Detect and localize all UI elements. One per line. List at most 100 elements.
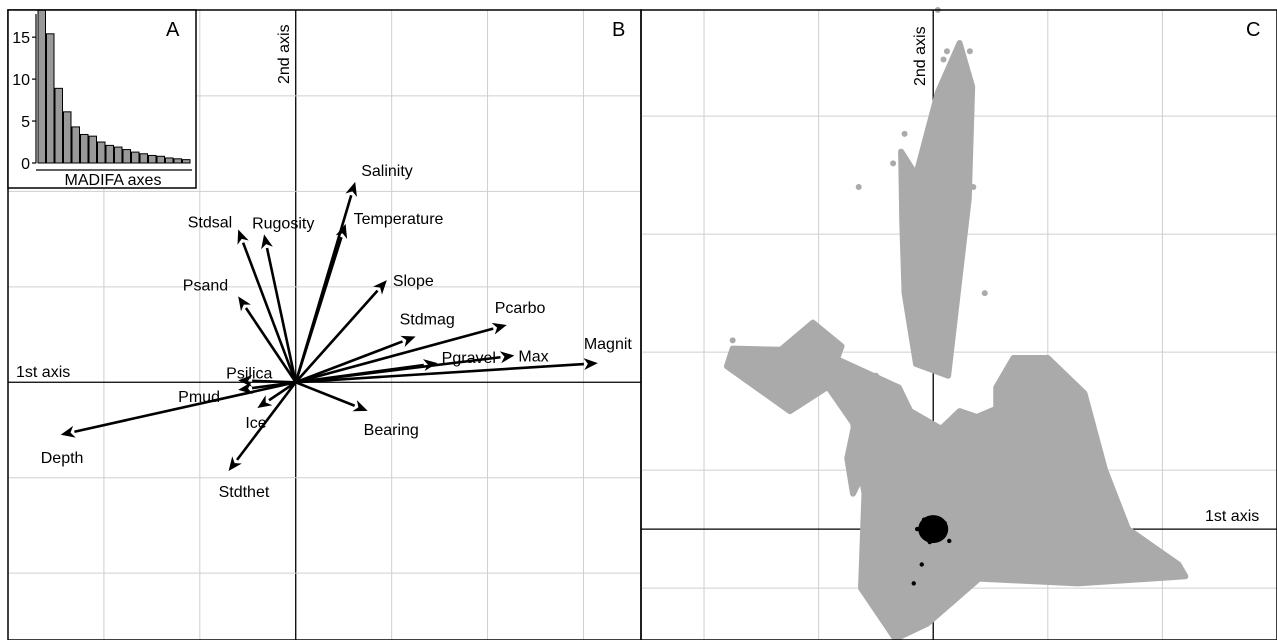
panel-c-x-axis-label: 1st axis <box>1205 508 1259 525</box>
panel-b-y-axis-label: 2nd axis <box>276 24 293 84</box>
panel-b-label: B <box>612 19 625 41</box>
grey-point <box>945 178 952 185</box>
panel-c-frame <box>640 9 1277 640</box>
grey-point <box>970 183 977 190</box>
arrow-label-depth: Depth <box>41 450 84 467</box>
grey-point <box>962 119 969 126</box>
panel-a-x-axis-label: MADIFA axes <box>65 172 162 189</box>
panel-a-bar <box>54 87 63 164</box>
arrow-shaft-stdthet <box>235 381 297 461</box>
panel-a-bar <box>156 155 165 164</box>
panel-c-grey-cloud <box>723 40 1189 640</box>
arrow-head-rugosity <box>261 234 273 250</box>
arrow-head-depth <box>60 425 76 438</box>
grey-point-cloud-region <box>898 40 976 379</box>
arrow-shaft-stdsal <box>241 242 297 383</box>
arrow-head-max <box>499 351 515 364</box>
black-point <box>919 562 924 567</box>
grey-point <box>890 160 897 167</box>
panel-a-bar <box>182 159 191 164</box>
panel-c-label: C <box>1246 19 1260 41</box>
arrow-shaft-ice <box>268 381 297 402</box>
arrow-label-temperature: Temperature <box>354 211 444 228</box>
grey-point <box>981 290 988 297</box>
black-point <box>947 538 952 544</box>
arrow-shaft-depth <box>74 381 297 433</box>
panel-c-scatter: C 1st axis 2nd axis <box>640 7 1277 640</box>
black-point <box>933 517 938 522</box>
black-point <box>942 521 947 526</box>
grey-point <box>855 183 862 190</box>
panel-a-bar <box>37 9 46 164</box>
panel-a-bar <box>148 154 157 164</box>
panel-c-points <box>729 7 988 586</box>
black-point <box>921 517 927 522</box>
grey-point <box>901 130 908 137</box>
panel-a-bar <box>97 141 106 164</box>
grey-point <box>815 366 822 373</box>
grey-point <box>943 48 950 55</box>
panel-a-bar <box>88 135 97 164</box>
arrow-head-pcarbo <box>491 322 507 335</box>
arrow-shaft-rugosity <box>265 247 297 383</box>
panel-b-grid <box>7 10 641 640</box>
arrow-label-stdmag: Stdmag <box>400 311 455 328</box>
arrow-label-rugosity: Rugosity <box>252 215 314 232</box>
panel-a-bars <box>37 9 191 164</box>
arrow-label-psilica: Psilica <box>226 365 272 382</box>
arrow-label-slope: Slope <box>393 273 434 290</box>
panel-b-x-axis-label: 1st axis <box>16 364 70 381</box>
grey-point <box>958 89 965 96</box>
grey-point <box>955 142 962 149</box>
arrow-head-bearing <box>352 400 368 412</box>
black-point <box>927 539 932 545</box>
grey-point <box>966 48 973 55</box>
panel-a-y-tick-label: 15 <box>12 30 30 47</box>
panel-a-bar <box>80 133 89 164</box>
grey-point <box>955 103 962 110</box>
arrow-head-salinity <box>345 181 357 197</box>
panel-c-y-axis-label: 2nd axis <box>912 26 929 86</box>
panel-a-y-tick-label: 10 <box>12 72 30 89</box>
panel-a-bar <box>165 157 174 164</box>
arrow-head-magnit <box>583 358 598 371</box>
grey-point <box>921 195 928 202</box>
arrow-label-psand: Psand <box>183 277 228 294</box>
grey-point <box>729 337 736 344</box>
panel-a-y-tick-label: 0 <box>21 156 30 173</box>
grey-point-cloud-region <box>844 372 879 497</box>
panel-a-y-tick-label: 5 <box>21 114 30 131</box>
panel-a-inset: 0 5 10 15 A MADIFA axes <box>7 9 197 189</box>
panel-b-arrows: Salinity Temperature Rugosity Stdsal Slope Ps… <box>41 163 633 501</box>
arrow-shaft-psand <box>244 307 297 383</box>
grey-point <box>966 101 973 108</box>
black-point <box>926 522 931 527</box>
arrow-label-salinity: Salinity <box>361 163 413 180</box>
grey-point-cloud-region <box>792 337 1189 640</box>
arrow-head-stdsal <box>237 229 249 245</box>
arrow-shaft-slope <box>294 289 379 384</box>
grey-point <box>966 148 973 155</box>
arrow-label-pcarbo: Pcarbo <box>495 300 546 317</box>
grey-point <box>764 375 771 382</box>
black-point <box>936 533 942 539</box>
panel-a-bar <box>63 111 72 164</box>
panel-a-bar <box>139 153 148 164</box>
arrow-label-stdthet: Stdthet <box>219 484 270 501</box>
arrow-shaft-pcarbo <box>295 327 494 384</box>
panel-a-bar <box>105 144 114 164</box>
arrow-shaft-stdmag <box>295 340 404 384</box>
arrow-head-stdthet <box>228 456 242 472</box>
panel-a-ticks: 0 5 10 15 <box>12 14 192 173</box>
arrow-head-temperature <box>335 223 348 239</box>
black-point <box>914 526 920 532</box>
arrow-shaft-magnit <box>295 362 584 384</box>
arrow-label-bearing: Bearing <box>364 422 419 439</box>
black-point <box>919 531 924 537</box>
panel-a-bar <box>131 151 140 164</box>
arrow-shaft-bearing <box>295 381 356 407</box>
panel-a-bar <box>114 146 123 164</box>
arrow-head-slope <box>373 280 387 295</box>
arrow-label-max: Max <box>518 349 548 366</box>
grey-point <box>940 56 947 63</box>
